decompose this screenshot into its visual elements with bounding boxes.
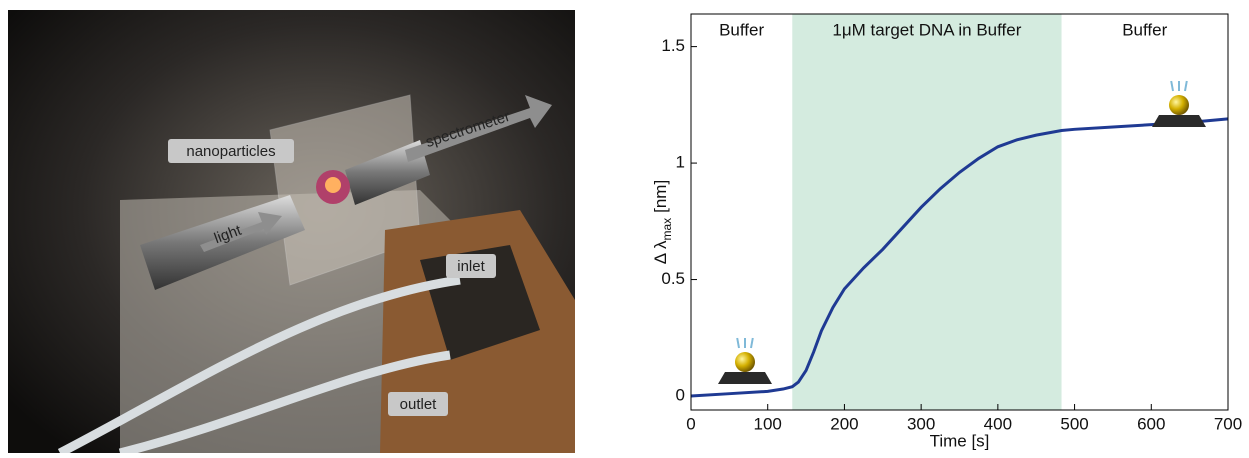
x-tick-label: 600 [1137, 414, 1165, 433]
y-tick-label: 0.5 [661, 269, 685, 288]
x-tick-label: 200 [830, 414, 858, 433]
x-tick-label: 700 [1214, 414, 1242, 433]
y-axis-unit: [nm] [651, 180, 670, 213]
photo-label: outlet [400, 396, 438, 413]
photo: nanoparticles spectrometer light inlet o… [8, 10, 575, 453]
x-tick-label: 100 [754, 414, 782, 433]
x-axis-label: Time [s] [930, 431, 990, 450]
y-tick-label: 1 [676, 153, 685, 172]
icon-arrow [1171, 81, 1173, 91]
figure: nanoparticles spectrometer light inlet o… [0, 0, 1249, 453]
region-label: Buffer [1122, 20, 1167, 39]
icon-base [1152, 115, 1206, 127]
photo-label: nanoparticles [186, 143, 275, 160]
icon-arrow [751, 338, 753, 348]
y-axis-label: Δ λmax [nm] [651, 180, 674, 264]
icon-arrow [1185, 81, 1187, 91]
region-label: Buffer [719, 20, 764, 39]
icon-base [718, 372, 772, 384]
y-axis-subscript: max [660, 218, 674, 241]
icon-particle [1169, 95, 1189, 115]
light-spot [325, 177, 341, 193]
region-label: 1μM target DNA in Buffer [832, 20, 1021, 39]
icon-arrow [737, 338, 739, 348]
shaded-region [792, 14, 1061, 410]
photo-label: inlet [457, 258, 485, 275]
x-tick-label: 0 [686, 414, 695, 433]
y-axis-symbol: Δ λ [651, 240, 670, 264]
icon-particle [735, 352, 755, 372]
y-tick-label: 1.5 [661, 36, 685, 55]
y-tick-label: 0 [676, 386, 685, 405]
x-tick-label: 500 [1060, 414, 1088, 433]
